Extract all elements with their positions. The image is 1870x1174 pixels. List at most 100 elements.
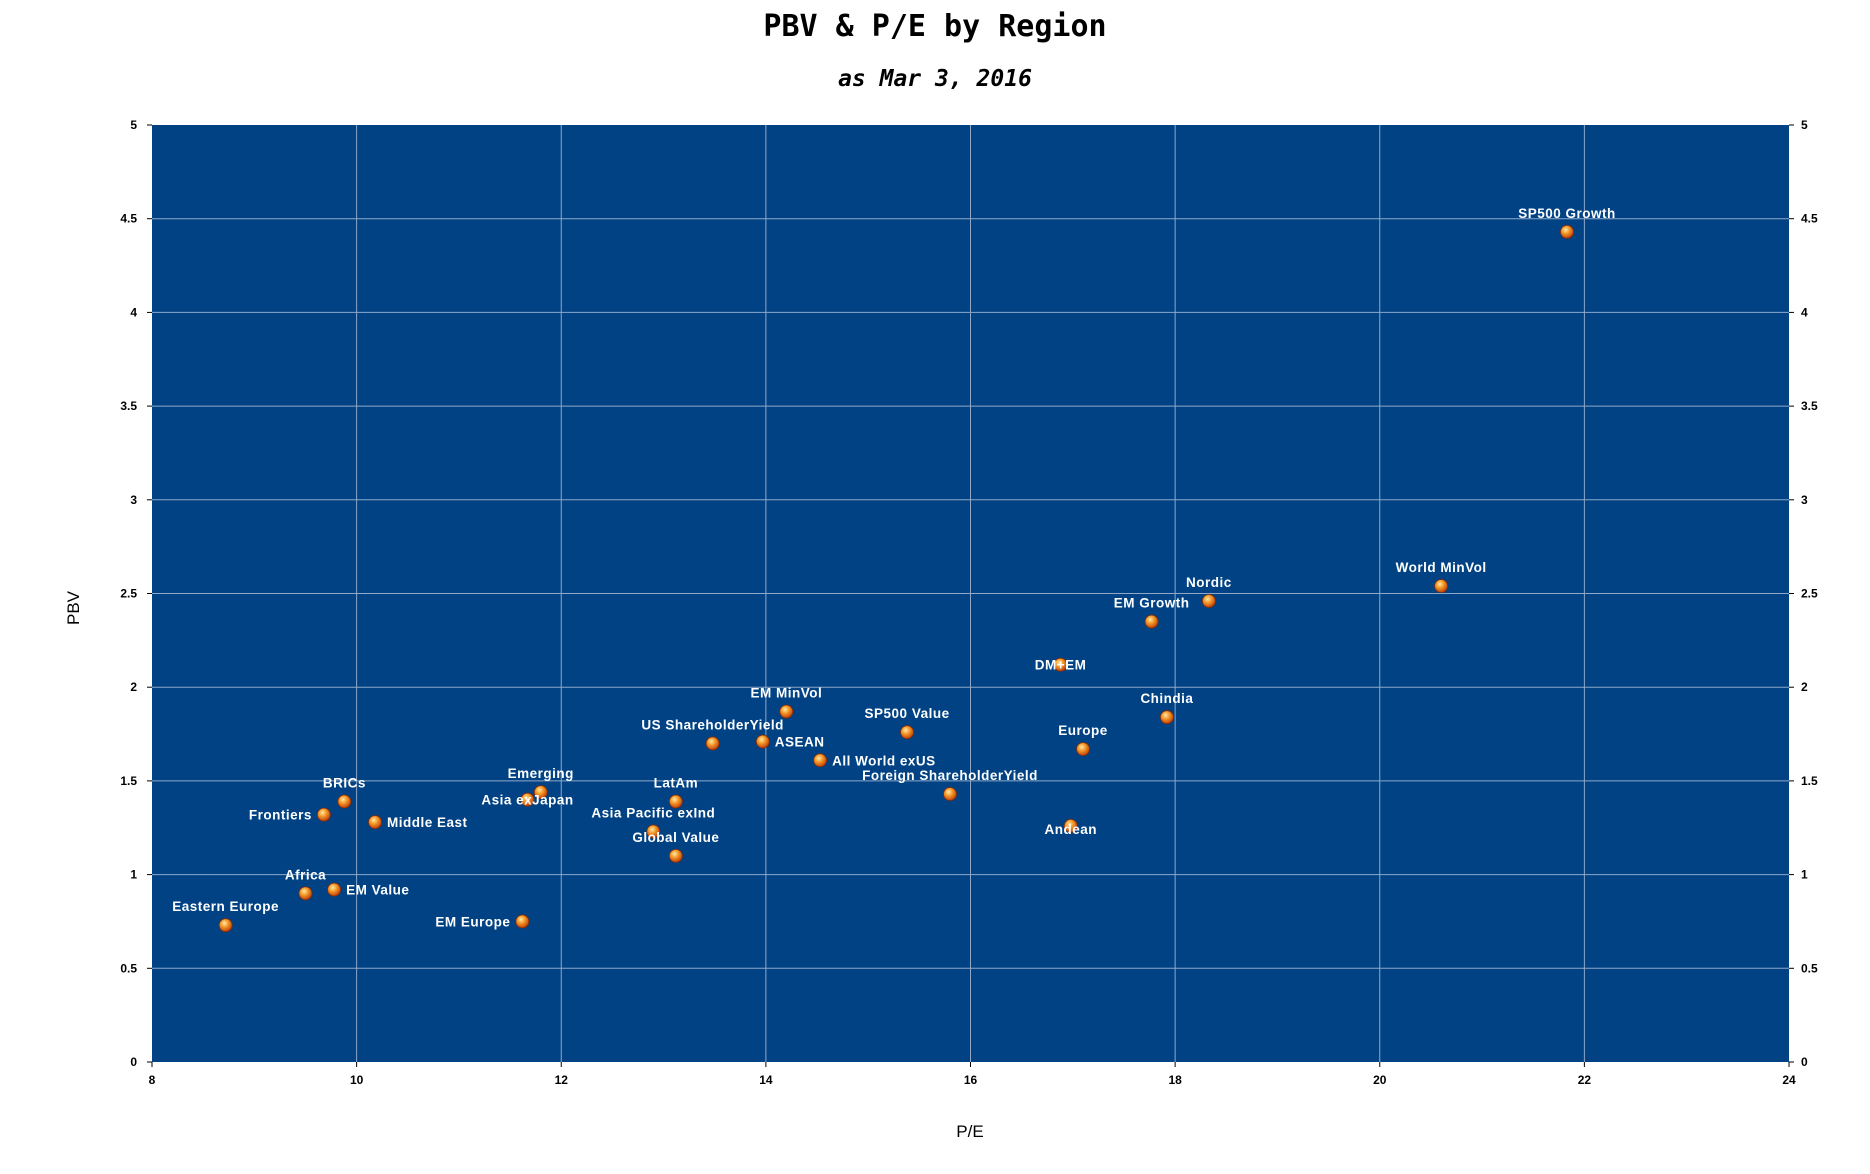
point-label: EM MinVol (750, 686, 822, 701)
point-label: SP500 Value (865, 706, 950, 721)
y2-tick-label: 4.5 (1801, 212, 1818, 226)
data-point: World MinVol (1396, 560, 1487, 593)
point-marker (1144, 614, 1159, 629)
x-tick-label: 20 (1373, 1073, 1387, 1087)
data-point: ASEAN (755, 734, 825, 750)
data-points: SP500 Growth World MinVol Nordic EM Growth D… (172, 206, 1616, 933)
point-label: LatAm (654, 776, 699, 791)
data-point: Europe (1058, 723, 1108, 756)
point-label: Emerging (508, 766, 574, 781)
chart-title: PBV & P/E by Region (763, 9, 1106, 44)
point-marker (515, 914, 530, 929)
point-marker (1063, 818, 1078, 833)
data-point: All World exUS (813, 753, 936, 768)
data-point: BRICs (323, 776, 366, 809)
data-point: EM Growth (1114, 596, 1190, 629)
point-marker (755, 734, 770, 749)
point-label: Europe (1058, 723, 1108, 738)
point-marker (646, 824, 661, 839)
y-tick-label: 3 (130, 493, 137, 507)
point-label: World MinVol (1396, 560, 1487, 575)
point-marker (327, 882, 342, 897)
y-tick-label: 2.5 (120, 587, 137, 601)
y2-tick-label: 4 (1801, 305, 1808, 319)
x-tick-label: 16 (964, 1073, 978, 1087)
data-point: Middle East (368, 815, 468, 830)
y2-tick-label: 2 (1801, 680, 1808, 694)
point-label: EM Growth (1114, 596, 1190, 611)
data-point: Frontiers (249, 808, 331, 823)
point-marker (316, 807, 331, 822)
data-point: EM Europe (435, 914, 530, 929)
data-point: Chindia (1140, 691, 1193, 725)
data-point: LatAm (654, 776, 699, 809)
y-tick-label: 3.5 (120, 399, 137, 413)
y2-tick-label: 3.5 (1801, 399, 1818, 413)
data-point: Nordic (1186, 575, 1232, 608)
y-tick-label: 1.5 (120, 774, 137, 788)
point-marker (1434, 579, 1449, 593)
x-tick-label: 22 (1578, 1073, 1592, 1087)
point-label: EM Europe (435, 914, 510, 929)
x-tick-label: 14 (759, 1073, 773, 1087)
data-point: SP500 Value (865, 706, 950, 740)
point-marker (900, 725, 914, 740)
point-label: Africa (285, 867, 326, 882)
data-point: EM Value (327, 882, 409, 898)
point-label: Nordic (1186, 575, 1232, 590)
point-marker (1160, 710, 1174, 725)
data-point: Eastern Europe (172, 899, 279, 933)
point-label: All World exUS (832, 753, 936, 768)
chart-subtitle: as Mar 3, 2016 (838, 66, 1032, 92)
point-label: Global Value (632, 830, 719, 845)
point-label: ASEAN (775, 735, 825, 750)
y2-tick-label: 3 (1801, 493, 1808, 507)
y2-tick-label: 1 (1801, 868, 1808, 882)
grid-lines (152, 125, 1789, 1062)
y-tick-label: 5 (130, 118, 137, 132)
data-point: Asia Pacific exInd (591, 805, 715, 839)
point-marker (520, 792, 535, 807)
x-tick-label: 12 (555, 1073, 569, 1087)
data-point: Global Value (632, 830, 719, 863)
point-marker (218, 918, 233, 933)
point-marker (1201, 594, 1216, 608)
point-marker (337, 794, 352, 809)
y2-tick-label: 0 (1801, 1055, 1808, 1069)
y-tick-label: 4.5 (120, 212, 137, 226)
point-label: Middle East (387, 815, 468, 830)
y-tick-label: 4 (130, 305, 137, 319)
y2-tick-label: 0.5 (1801, 961, 1818, 975)
x-tick-label: 8 (149, 1073, 156, 1087)
data-point: US ShareholderYield (641, 717, 783, 751)
point-label: SP500 Growth (1518, 206, 1616, 221)
point-label: BRICs (323, 776, 366, 791)
point-label: Asia exJapan (481, 793, 573, 808)
point-marker (1076, 742, 1090, 756)
y2-tick-label: 1.5 (1801, 774, 1818, 788)
point-marker (1560, 224, 1574, 239)
point-marker (668, 848, 683, 863)
x-tick-label: 10 (350, 1073, 364, 1087)
data-point: Andean (1045, 818, 1097, 837)
point-marker (368, 815, 382, 830)
point-label: Eastern Europe (172, 899, 279, 914)
point-label: DM+EM (1035, 658, 1087, 673)
point-marker (813, 753, 828, 768)
data-point: SP500 Growth (1518, 206, 1616, 239)
point-marker (1053, 657, 1068, 672)
data-point: Emerging (508, 766, 574, 800)
data-point: Asia exJapan (481, 793, 573, 808)
point-marker (779, 704, 794, 719)
point-label: Chindia (1140, 691, 1193, 706)
y-tick-label: 2 (130, 680, 137, 694)
y-tick-label: 0 (130, 1055, 137, 1069)
data-point: DM+EM (1035, 657, 1087, 673)
data-point: EM MinVol (750, 686, 822, 719)
y2-tick-label: 2.5 (1801, 587, 1818, 601)
point-label: Foreign ShareholderYield (862, 768, 1038, 783)
y-axis-label: PBV (64, 590, 83, 625)
y-tick-label: 0.5 (120, 961, 137, 975)
x-tick-label: 18 (1168, 1073, 1182, 1087)
